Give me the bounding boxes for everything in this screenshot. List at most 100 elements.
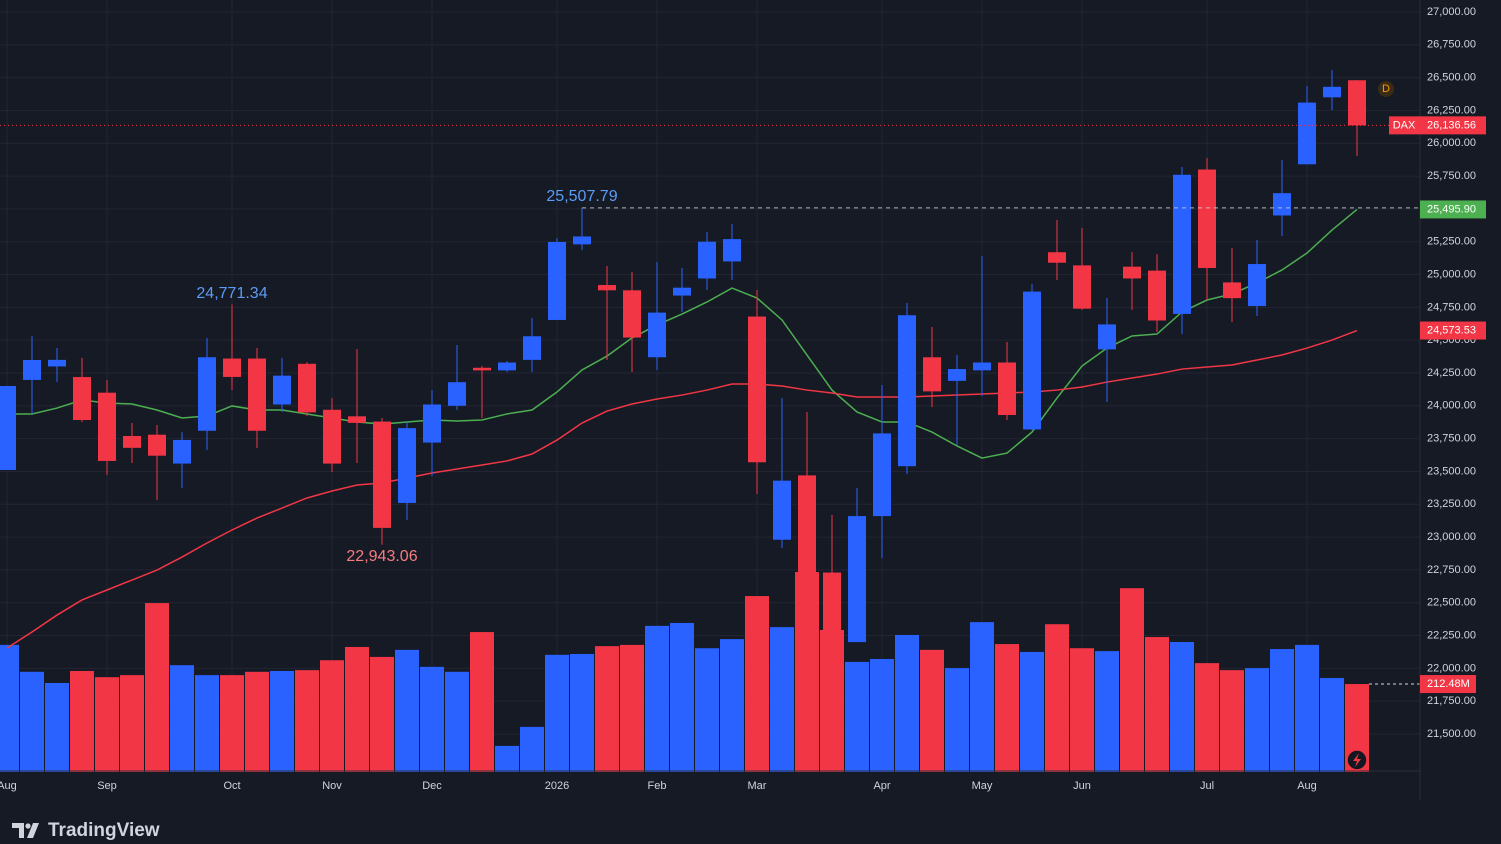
volume-bar bbox=[1045, 624, 1069, 772]
volume-bar bbox=[120, 675, 144, 772]
volume-bar bbox=[1145, 637, 1169, 772]
y-tick-label: 25,250.00 bbox=[1427, 236, 1476, 248]
volume-bar bbox=[995, 644, 1019, 772]
volume-bar bbox=[1070, 648, 1094, 772]
logo: TradingView bbox=[12, 820, 160, 841]
volume-bar bbox=[970, 622, 994, 772]
symbol-tag bbox=[1389, 116, 1420, 135]
candle-body bbox=[298, 363, 316, 413]
volume-bar bbox=[620, 644, 644, 772]
candle-body bbox=[748, 316, 766, 463]
x-tick-label: Nov bbox=[322, 780, 342, 792]
x-tick-label: Feb bbox=[648, 780, 667, 792]
y-tick-label: 22,250.00 bbox=[1427, 629, 1476, 641]
candle-body bbox=[1323, 86, 1341, 98]
y-tick-label: 22,750.00 bbox=[1427, 564, 1476, 576]
volume-bar bbox=[145, 603, 169, 772]
volume-bar bbox=[1270, 649, 1294, 772]
candle-body bbox=[248, 358, 266, 431]
volume-bar bbox=[1220, 670, 1244, 772]
volume-bar bbox=[1095, 651, 1119, 772]
volume-bar bbox=[45, 682, 69, 772]
y-tick-label: 26,750.00 bbox=[1427, 39, 1476, 51]
candle-body bbox=[423, 404, 441, 443]
extreme-label: 25,507.79 bbox=[546, 188, 617, 205]
ma-tag-label: 25,495.90 bbox=[1427, 203, 1476, 215]
y-tick-label: 23,000.00 bbox=[1427, 531, 1476, 543]
volume-tag-label: 212.48M bbox=[1427, 678, 1470, 690]
volume-bar bbox=[320, 660, 344, 772]
candle-body bbox=[123, 436, 141, 448]
candle-body bbox=[873, 433, 891, 517]
logo-dot bbox=[25, 823, 31, 829]
y-tick-label: 22,500.00 bbox=[1427, 597, 1476, 609]
volume-bar bbox=[570, 654, 594, 772]
volume-bar bbox=[545, 654, 569, 772]
candle-body bbox=[1023, 291, 1041, 430]
candle-body bbox=[273, 375, 291, 405]
volume-bar bbox=[920, 649, 944, 772]
x-tick-label: Sep bbox=[97, 780, 117, 792]
candle-body bbox=[1273, 193, 1291, 216]
plot: D 24,771.34 25,507.79 22,943.06 bbox=[0, 70, 1420, 685]
volume-bar bbox=[395, 649, 419, 772]
x-tick-label: Dec bbox=[422, 780, 442, 792]
axes: 21,500.00 21,750.00 22,000.00 22,250.00 22,5… bbox=[0, 6, 1486, 792]
y-tick-label: 23,250.00 bbox=[1427, 498, 1476, 510]
candle-body bbox=[823, 572, 841, 631]
candle-body bbox=[1123, 266, 1141, 279]
candle-body bbox=[523, 336, 541, 360]
candle-body bbox=[1048, 252, 1066, 263]
candle-body bbox=[373, 421, 391, 528]
volume-bar bbox=[895, 634, 919, 772]
candle-body bbox=[1248, 264, 1266, 307]
volume-bar bbox=[670, 622, 694, 772]
x-tick-label: Aug bbox=[1297, 780, 1317, 792]
candle-body bbox=[998, 362, 1016, 416]
volume-bar bbox=[1020, 651, 1044, 772]
volume-bar bbox=[1120, 588, 1144, 772]
volume-bar bbox=[0, 644, 19, 772]
volume-bar bbox=[245, 671, 269, 772]
candle-body bbox=[798, 475, 816, 573]
logo-mark bbox=[12, 823, 39, 838]
candle-body bbox=[623, 290, 641, 338]
y-tick-label: 26,500.00 bbox=[1427, 72, 1476, 84]
candle-body bbox=[648, 312, 666, 358]
y-tick-label: 23,750.00 bbox=[1427, 433, 1476, 445]
x-tick-label: Aug bbox=[0, 780, 17, 792]
ma-tag-label: 24,573.53 bbox=[1427, 324, 1476, 336]
x-tick-label: 2026 bbox=[545, 780, 569, 792]
x-tick-label: Oct bbox=[223, 780, 240, 792]
volume-bar bbox=[445, 671, 469, 772]
volume-bar bbox=[420, 666, 444, 772]
volume-bar bbox=[720, 639, 744, 772]
volume-bar bbox=[70, 670, 94, 772]
volume-bar bbox=[195, 675, 219, 772]
x-tick-label: Mar bbox=[748, 780, 767, 792]
ma-tag bbox=[1420, 200, 1486, 219]
candle-body bbox=[848, 516, 866, 643]
x-tick-label: May bbox=[972, 780, 993, 792]
y-tick-label: 24,250.00 bbox=[1427, 367, 1476, 379]
candle-body bbox=[548, 241, 566, 320]
candle-body bbox=[1098, 324, 1116, 350]
candle-body bbox=[398, 428, 416, 503]
extreme-label: 22,943.06 bbox=[346, 548, 417, 565]
candle-body bbox=[1148, 270, 1166, 321]
candle-body bbox=[773, 480, 791, 540]
volume-bar bbox=[945, 668, 969, 772]
candle-body bbox=[48, 359, 66, 367]
candle-body bbox=[1173, 174, 1191, 314]
candle-body bbox=[0, 385, 16, 471]
volume-bar bbox=[1195, 663, 1219, 772]
candle-body bbox=[73, 377, 91, 420]
y-tick-label: 27,000.00 bbox=[1427, 6, 1476, 18]
grid bbox=[0, 0, 1420, 771]
candle-body bbox=[898, 315, 916, 467]
x-tick-label: Apr bbox=[873, 780, 890, 792]
candle-body bbox=[598, 285, 616, 291]
x-tick-label: Jun bbox=[1073, 780, 1091, 792]
volume-bar bbox=[295, 670, 319, 772]
